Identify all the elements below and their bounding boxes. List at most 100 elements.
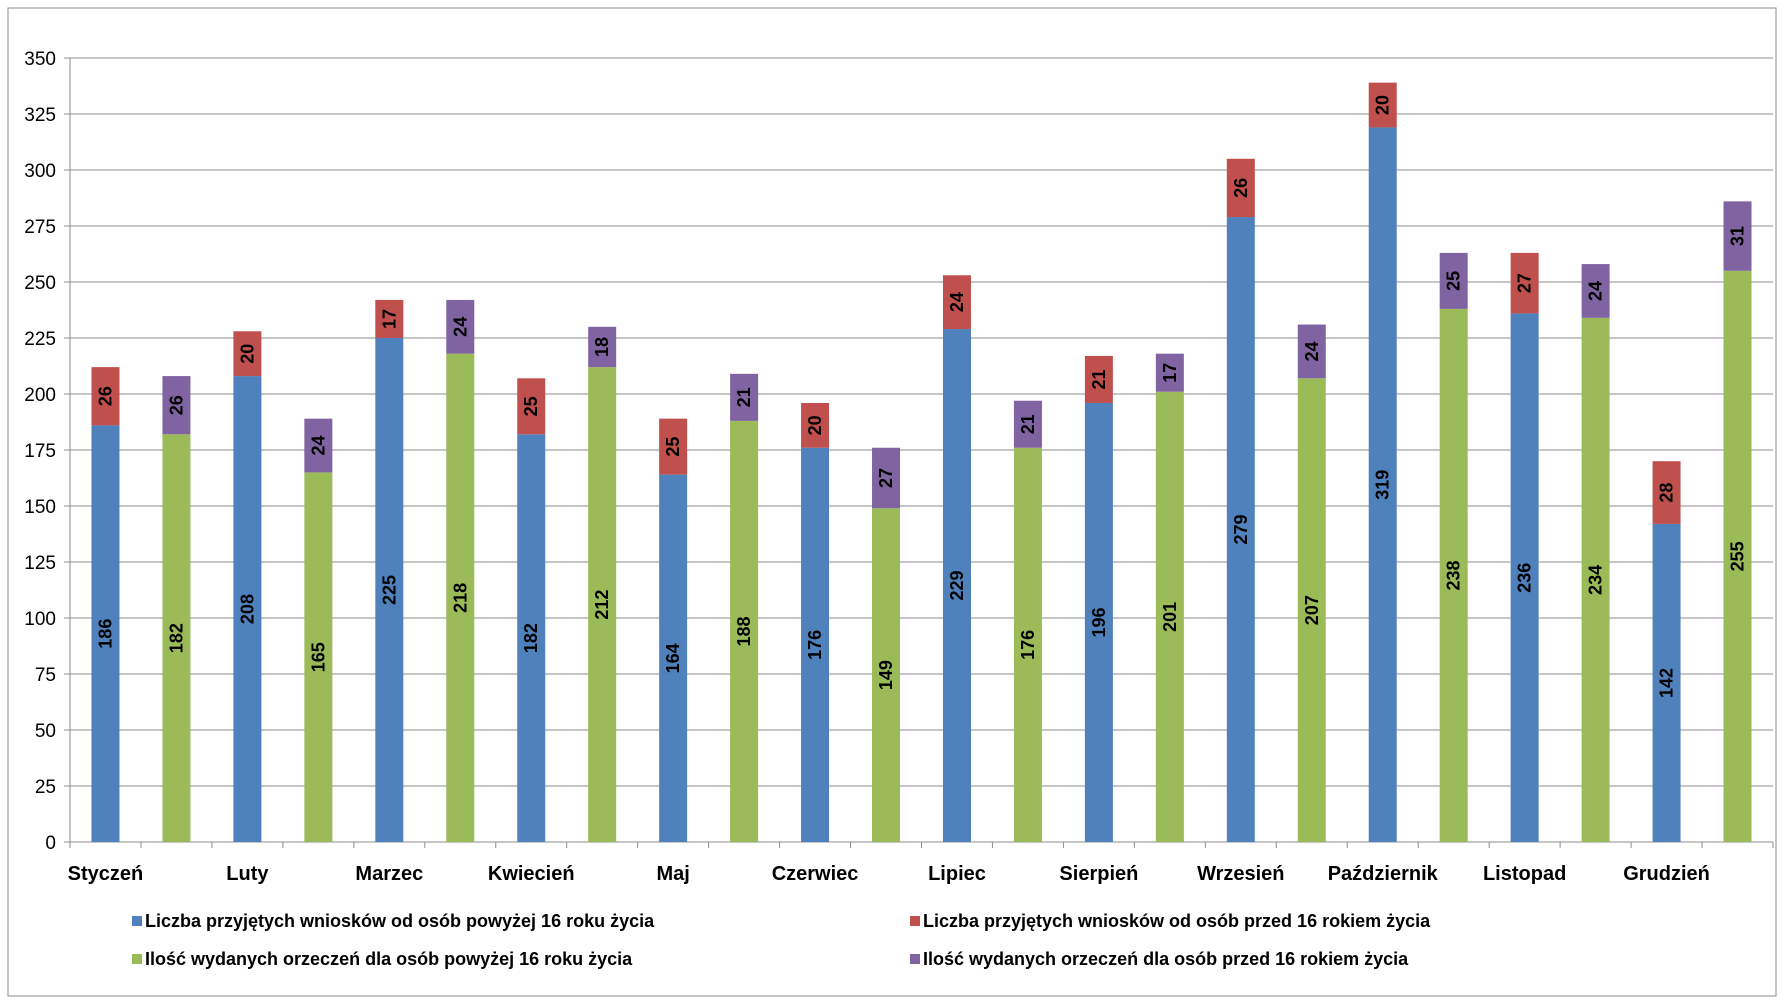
legend-label: Ilość wydanych orzeczeń dla osób przed 1… <box>923 949 1409 969</box>
data-label: 188 <box>734 616 754 646</box>
y-tick-label: 125 <box>24 553 56 574</box>
bars <box>91 82 1752 843</box>
y-tick-label: 325 <box>24 105 56 126</box>
data-label: 25 <box>1444 271 1464 291</box>
data-label: 24 <box>308 436 328 456</box>
bar-segment <box>1439 308 1468 842</box>
data-label: 176 <box>1018 630 1038 660</box>
bar-segment <box>1297 378 1326 842</box>
data-label: 26 <box>1231 178 1251 198</box>
legend-swatch <box>910 916 920 926</box>
data-label: 186 <box>95 619 115 649</box>
data-label: 20 <box>237 344 257 364</box>
data-label: 31 <box>1728 226 1748 246</box>
bar-segment <box>1510 252 1539 314</box>
bar-segment <box>304 472 333 842</box>
bar-segment <box>162 434 191 842</box>
y-tick-label: 350 <box>24 49 56 70</box>
bar-segment <box>233 376 262 842</box>
bar-segment <box>1084 355 1113 403</box>
bar-segment <box>730 373 759 421</box>
y-tick-label: 300 <box>24 161 56 182</box>
bar-segment <box>517 378 546 435</box>
bar-segment <box>942 329 971 842</box>
data-label: 196 <box>1089 607 1109 637</box>
legend: Liczba przyjętych wniosków od osób powyż… <box>132 911 1431 969</box>
y-tick-label: 275 <box>24 217 56 238</box>
data-label: 201 <box>1160 602 1180 632</box>
y-tick-label: 250 <box>24 273 56 294</box>
y-tick-label: 175 <box>24 441 56 462</box>
bar-segment <box>446 299 475 354</box>
bar-segment <box>1510 313 1539 842</box>
bar-segment <box>1297 324 1326 379</box>
data-label: 236 <box>1515 563 1535 593</box>
legend-label: Ilość wydanych orzeczeń dla osób powyżej… <box>145 949 633 969</box>
data-label: 21 <box>734 387 754 407</box>
data-label: 25 <box>663 437 683 457</box>
gridlines <box>70 57 1773 787</box>
bar-segment <box>659 474 688 842</box>
bar-segment <box>1226 158 1255 218</box>
data-label: 24 <box>1586 281 1606 301</box>
bar-segment <box>1155 391 1184 842</box>
y-tick-label: 225 <box>24 329 56 350</box>
bar-segment <box>1652 461 1681 524</box>
y-tick-label: 25 <box>35 777 56 798</box>
bar-segment <box>730 420 759 842</box>
x-category-label: Luty <box>226 863 269 885</box>
data-label: 279 <box>1231 514 1251 544</box>
x-category-label: Kwiecień <box>488 863 575 885</box>
bar-segment <box>801 447 830 842</box>
bar-segment <box>1581 264 1610 318</box>
legend-swatch <box>132 954 142 964</box>
data-label: 24 <box>450 317 470 337</box>
data-label: 176 <box>805 630 825 660</box>
bar-segment <box>1368 82 1397 128</box>
x-category-label: Czerwiec <box>772 863 859 885</box>
x-category-label: Grudzień <box>1623 863 1710 885</box>
bar-segment <box>1226 217 1255 843</box>
data-label: 24 <box>1302 341 1322 361</box>
data-label: 165 <box>308 642 328 672</box>
data-label: 27 <box>1515 273 1535 293</box>
data-label: 21 <box>1018 414 1038 434</box>
data-label: 27 <box>876 468 896 488</box>
data-label: 20 <box>1373 95 1393 115</box>
data-label: 142 <box>1657 668 1677 698</box>
bar-segment <box>304 418 333 473</box>
x-category-label: Styczeń <box>68 863 144 885</box>
bar-segment <box>1723 201 1752 271</box>
bar-segment <box>659 418 688 475</box>
bar-segment <box>375 338 404 842</box>
data-label: 17 <box>1160 363 1180 383</box>
bar-segment <box>1155 353 1184 392</box>
x-category-label: Październik <box>1328 863 1439 885</box>
data-label: 182 <box>521 623 541 653</box>
bar-segment <box>91 425 120 842</box>
data-label: 164 <box>663 643 683 673</box>
data-label: 238 <box>1444 560 1464 590</box>
bar-segment <box>91 367 120 426</box>
x-category-label: Listopad <box>1483 863 1566 885</box>
y-tick-label: 50 <box>35 721 56 742</box>
x-category-label: Maj <box>656 863 689 885</box>
data-label: 28 <box>1657 483 1677 503</box>
bar-segment <box>942 275 971 330</box>
data-label: 319 <box>1373 470 1393 500</box>
x-category-label: Lipiec <box>928 863 986 885</box>
data-label: 208 <box>237 594 257 624</box>
data-label: 20 <box>805 415 825 435</box>
bar-segment <box>801 402 830 448</box>
x-category-label: Wrzesień <box>1197 863 1284 885</box>
data-label: 21 <box>1089 369 1109 389</box>
data-label: 212 <box>592 590 612 620</box>
bar-segment <box>1581 317 1610 843</box>
y-tick-label: 75 <box>35 665 56 686</box>
bar-segment <box>872 508 901 842</box>
data-label: 18 <box>592 337 612 357</box>
bar-segment <box>1439 252 1468 309</box>
legend-swatch <box>132 916 142 926</box>
legend-label: Liczba przyjętych wniosków od osób powyż… <box>145 911 655 931</box>
